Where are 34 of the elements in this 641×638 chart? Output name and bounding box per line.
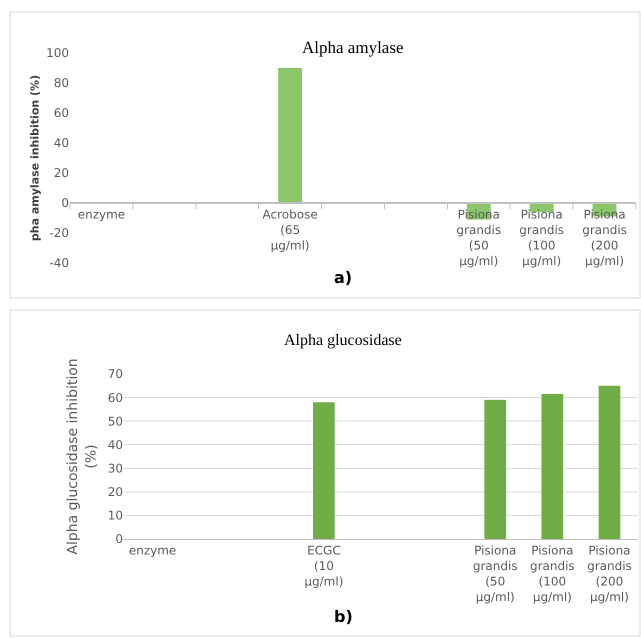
y-tick-label: 60 [54,106,69,120]
x-tick-label: enzyme [128,543,176,558]
x-tick-label: Pisiona grandis (100 µg/ml) [519,207,564,268]
x-tick-label: Pisiona grandis (100 µg/ml) [530,543,575,604]
y-tick-label: 40 [54,136,69,150]
y-axis-title: pha amylase inhibition (%) [28,74,42,242]
text: b) [334,607,353,626]
y-tick-label: 40 [108,438,123,452]
y-tick-label: 20 [54,166,69,180]
x-tick-label: ECGC (10 µg/ml) [304,543,344,589]
y-tick-label: -20 [49,226,69,240]
y-tick-label: 20 [108,485,123,500]
bar [484,400,506,539]
x-tick-label: Pisiona grandis (200 µg/ml) [587,543,632,604]
x-tick-label: Pisiona grandis (50 µg/ml) [472,543,518,604]
y-tick-label: 30 [108,461,123,476]
y-tick-label: 60 [108,390,123,405]
y-tick-label: 0 [61,196,69,210]
y-axis-title: Alpha glucosidase inhibition (%) [65,358,100,555]
y-tick-label: -40 [49,256,69,270]
x-tick-label: Acrobose (65 µg/ml) [262,207,318,253]
x-tick-label: enzyme [78,207,126,222]
y-tick-label: 0 [115,532,123,546]
y-tick-label: 80 [54,76,69,90]
chart-title: Alpha glucosidase [284,332,402,349]
y-tick-label: 50 [108,414,123,428]
y-tick-label: 100 [46,46,69,60]
y-tick-label: 10 [108,508,123,523]
chart-title: Alpha amylase [302,38,404,57]
bar [313,402,335,539]
y-tick-label: 70 [108,367,123,382]
bar [541,394,564,539]
text: a) [334,268,352,287]
bar [598,386,620,539]
